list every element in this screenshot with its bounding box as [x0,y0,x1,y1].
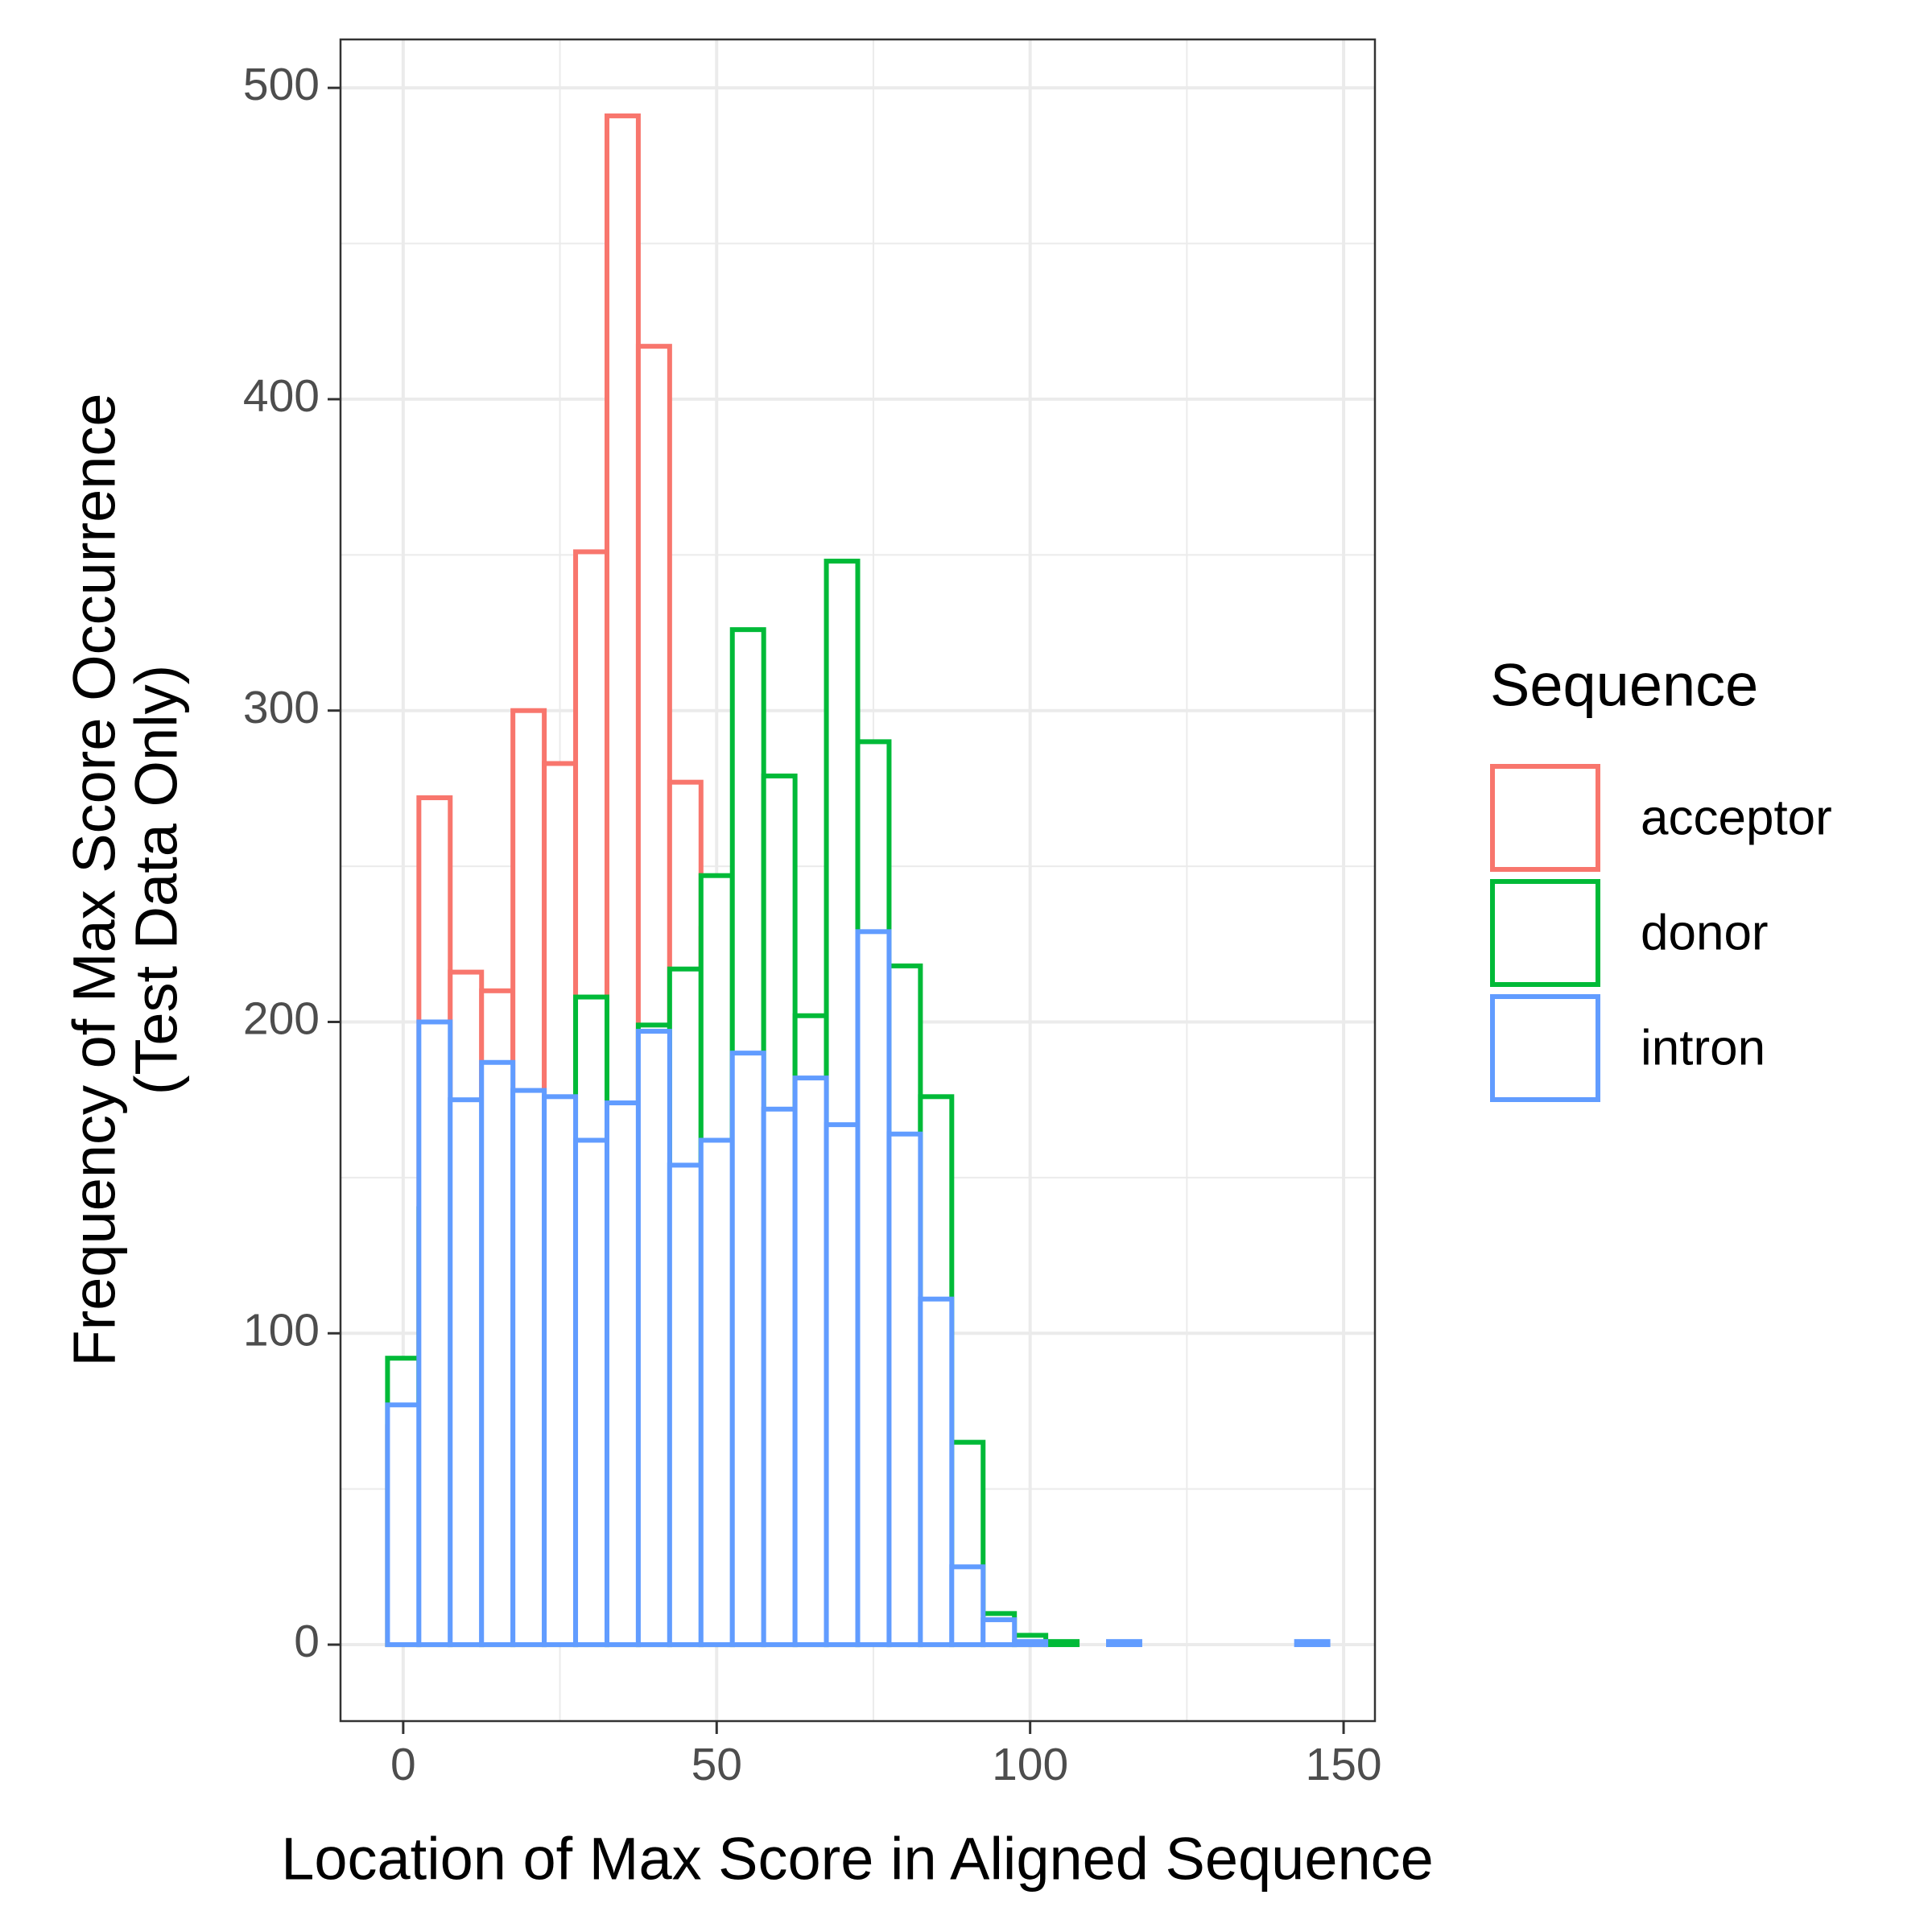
bar [1106,1639,1142,1648]
legend-label: intron [1641,1020,1765,1075]
legend-title: Sequence [1490,652,1758,719]
y-axis-title: (Test Data Only) [123,665,190,1096]
bar [1294,1639,1331,1648]
panel-border [339,38,1377,1723]
y-axis-title: Frequency of Max Score Occurrence [61,393,128,1366]
bar [448,1097,485,1648]
legend-label: donor [1641,905,1769,960]
bar [918,1296,955,1648]
bar [385,1402,422,1648]
bar [416,1019,453,1648]
y-tick-label: 100 [243,1304,320,1356]
bar [542,1094,579,1648]
bars [385,113,1331,1648]
legend-label: acceptor [1641,790,1832,845]
bar [792,1075,829,1648]
bar [980,1617,1018,1648]
y-tick-label: 500 [243,59,320,110]
bar [949,1564,986,1648]
legend-key [1490,879,1600,987]
legend-key [1490,994,1600,1102]
bar [824,1122,861,1648]
x-tick-label: 100 [992,1739,1068,1790]
axes: 0 100 200 300 400 500 0 50 100 150 [243,59,1382,1790]
bar [510,1088,547,1648]
bar [635,1029,672,1648]
bar [1043,1639,1080,1648]
y-tick-label: 300 [243,682,320,733]
bar [855,929,892,1648]
bar [604,1100,641,1648]
bar [886,1131,923,1648]
x-tick-label: 0 [390,1739,416,1790]
bar [698,1137,735,1648]
y-tick-label: 400 [243,370,320,422]
bar [1012,1639,1049,1648]
y-tick-label: 200 [243,993,320,1045]
bar [479,1059,516,1648]
x-tick-label: 50 [691,1739,742,1790]
bar [729,1051,766,1648]
bar [761,1106,798,1648]
y-tick-label: 0 [294,1616,320,1667]
bar [573,1137,609,1648]
legend-key [1490,764,1600,872]
legend: acceptor donor intron [1490,764,1832,1102]
x-tick-label: 150 [1306,1739,1382,1790]
bar [667,1162,704,1648]
x-axis-title: Location of Max Score in Aligned Sequenc… [281,1826,1434,1893]
